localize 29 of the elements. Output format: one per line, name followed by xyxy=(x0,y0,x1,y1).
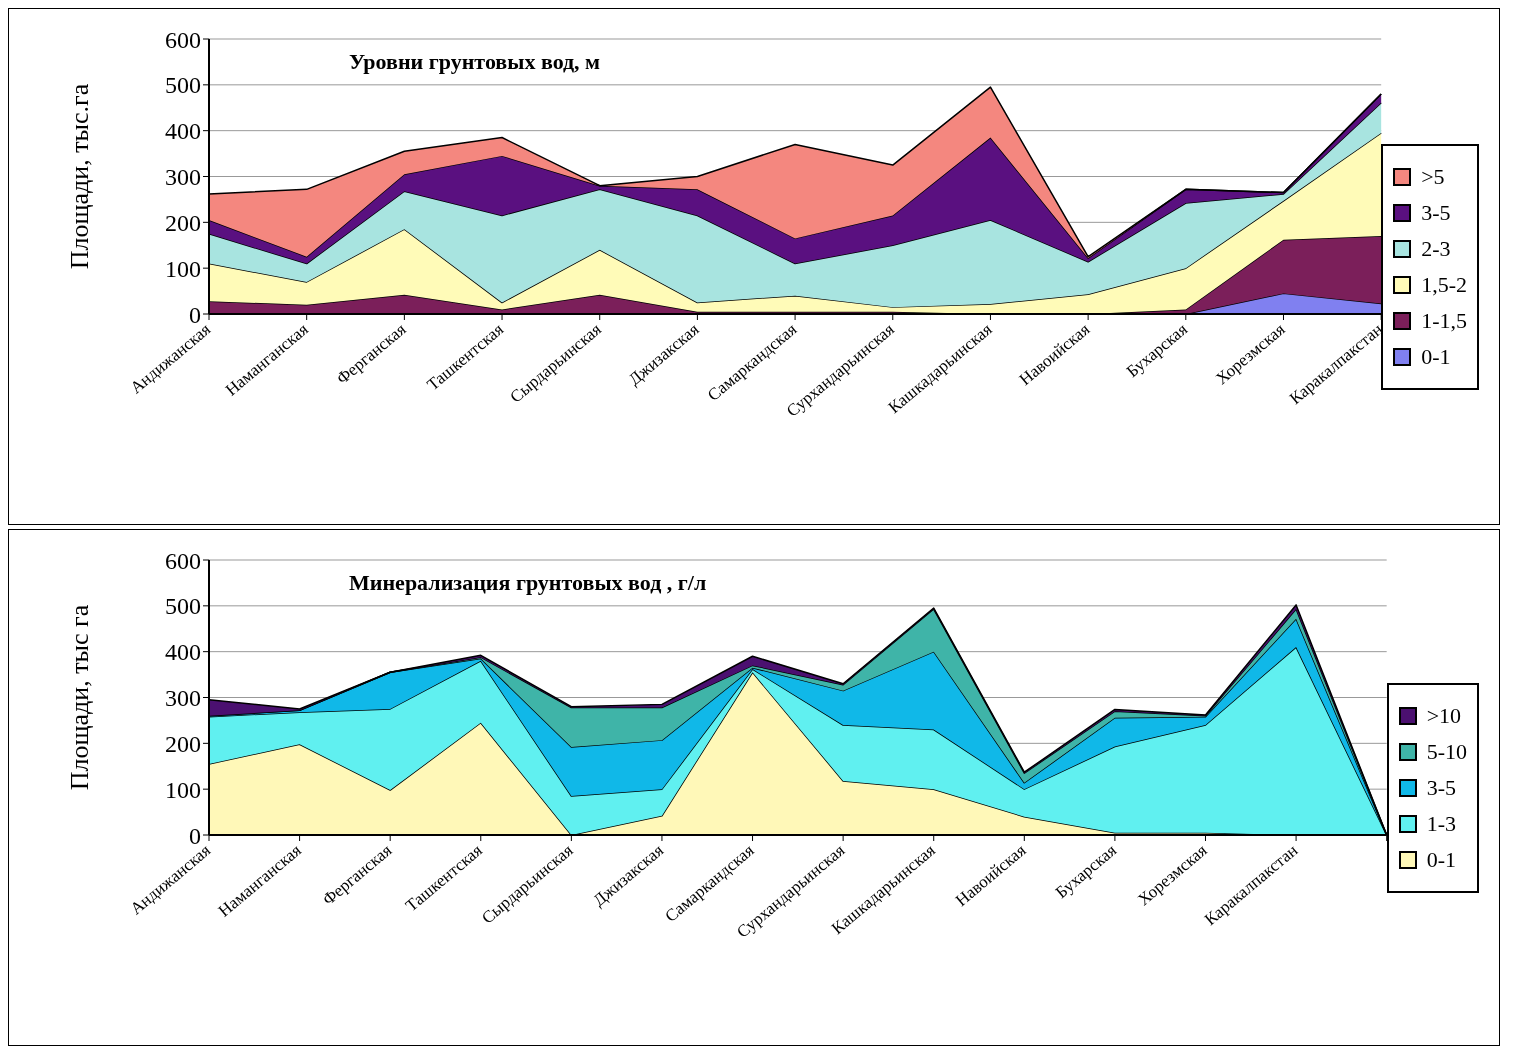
legend-label: 3-5 xyxy=(1426,774,1456,801)
y-axis-title: Площади, тыс.га xyxy=(65,83,95,270)
y-tick-label: 300 xyxy=(165,685,201,712)
legend-label: >5 xyxy=(1421,163,1445,190)
legend-label: 0-1 xyxy=(1426,846,1456,873)
legend-label: 3-5 xyxy=(1421,199,1451,226)
y-tick-label: 100 xyxy=(165,776,201,803)
y-tick-label: 500 xyxy=(165,72,201,99)
y-tick-label: 600 xyxy=(165,547,201,574)
y-tick-label: 400 xyxy=(165,118,201,145)
y-tick-label: 0 xyxy=(189,822,201,849)
y-tick-label: 200 xyxy=(165,209,201,236)
legend-label: >10 xyxy=(1426,702,1462,729)
y-tick-label: 100 xyxy=(165,255,201,282)
y-tick-label: 0 xyxy=(189,301,201,328)
legend-label: 5-10 xyxy=(1426,738,1467,765)
legend-label: 1,5-2 xyxy=(1421,271,1467,298)
legend-label: 1-3 xyxy=(1426,810,1456,837)
y-tick-label: 400 xyxy=(165,639,201,666)
text: Минерализация грунтовых вод , г/л xyxy=(349,570,707,596)
y-tick-label: 600 xyxy=(165,26,201,53)
legend-label: 0-1 xyxy=(1421,343,1451,370)
text: Уровни грунтовых вод, м xyxy=(349,49,601,75)
legend-label: 1-1,5 xyxy=(1421,307,1467,334)
y-axis-title: Площади, тыс га xyxy=(65,604,95,791)
y-tick-label: 500 xyxy=(165,593,201,620)
y-tick-label: 300 xyxy=(165,164,201,191)
y-tick-label: 200 xyxy=(165,730,201,757)
legend-label: 2-3 xyxy=(1421,235,1451,262)
